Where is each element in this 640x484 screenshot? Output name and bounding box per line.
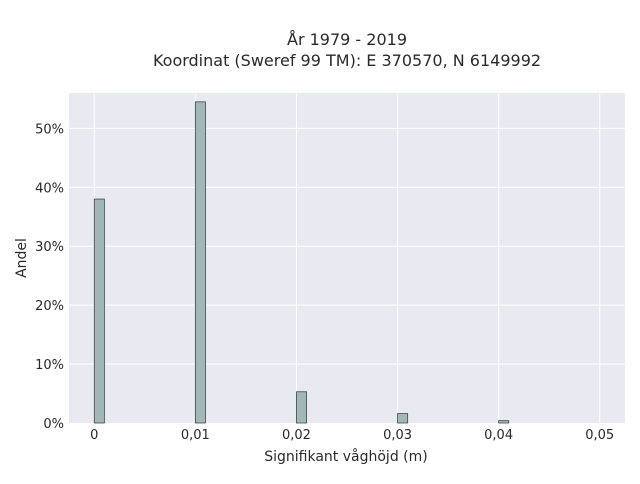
- histogram-bar: [397, 413, 409, 424]
- x-tick-label: 0,05: [585, 428, 614, 443]
- x-axis-label: Signifikant våghöjd (m): [264, 448, 427, 465]
- histogram-bar: [93, 198, 105, 424]
- plot-area: [69, 93, 625, 423]
- x-tick-label: 0,04: [484, 428, 513, 443]
- y-axis-label: Andel: [14, 238, 30, 278]
- x-tick-label: 0,02: [282, 428, 311, 443]
- histogram-bar: [498, 420, 510, 424]
- chart-title-line1: År 1979 - 2019: [287, 30, 407, 49]
- x-tick-label: 0,03: [383, 428, 412, 443]
- histogram-bar: [194, 101, 206, 424]
- y-tick-label: 50%: [35, 122, 64, 137]
- y-tick-label: 0%: [43, 417, 64, 432]
- y-tick-label: 30%: [35, 240, 64, 255]
- chart-title-line2: Koordinat (Sweref 99 TM): E 370570, N 61…: [153, 51, 541, 70]
- x-tick-label: 0,01: [181, 428, 210, 443]
- y-tick-label: 10%: [35, 358, 64, 373]
- grid-lines: [69, 93, 625, 423]
- x-tick-label: 0: [90, 428, 98, 443]
- histogram-bar: [296, 391, 307, 424]
- tick-labels: 0 0,01 0,02 0,03 0,04 0,05 0% 10% 20% 30% 40% 50%: [35, 122, 614, 443]
- y-tick-label: 20%: [35, 299, 64, 314]
- y-tick-label: 40%: [35, 181, 64, 196]
- bars: [93, 101, 510, 424]
